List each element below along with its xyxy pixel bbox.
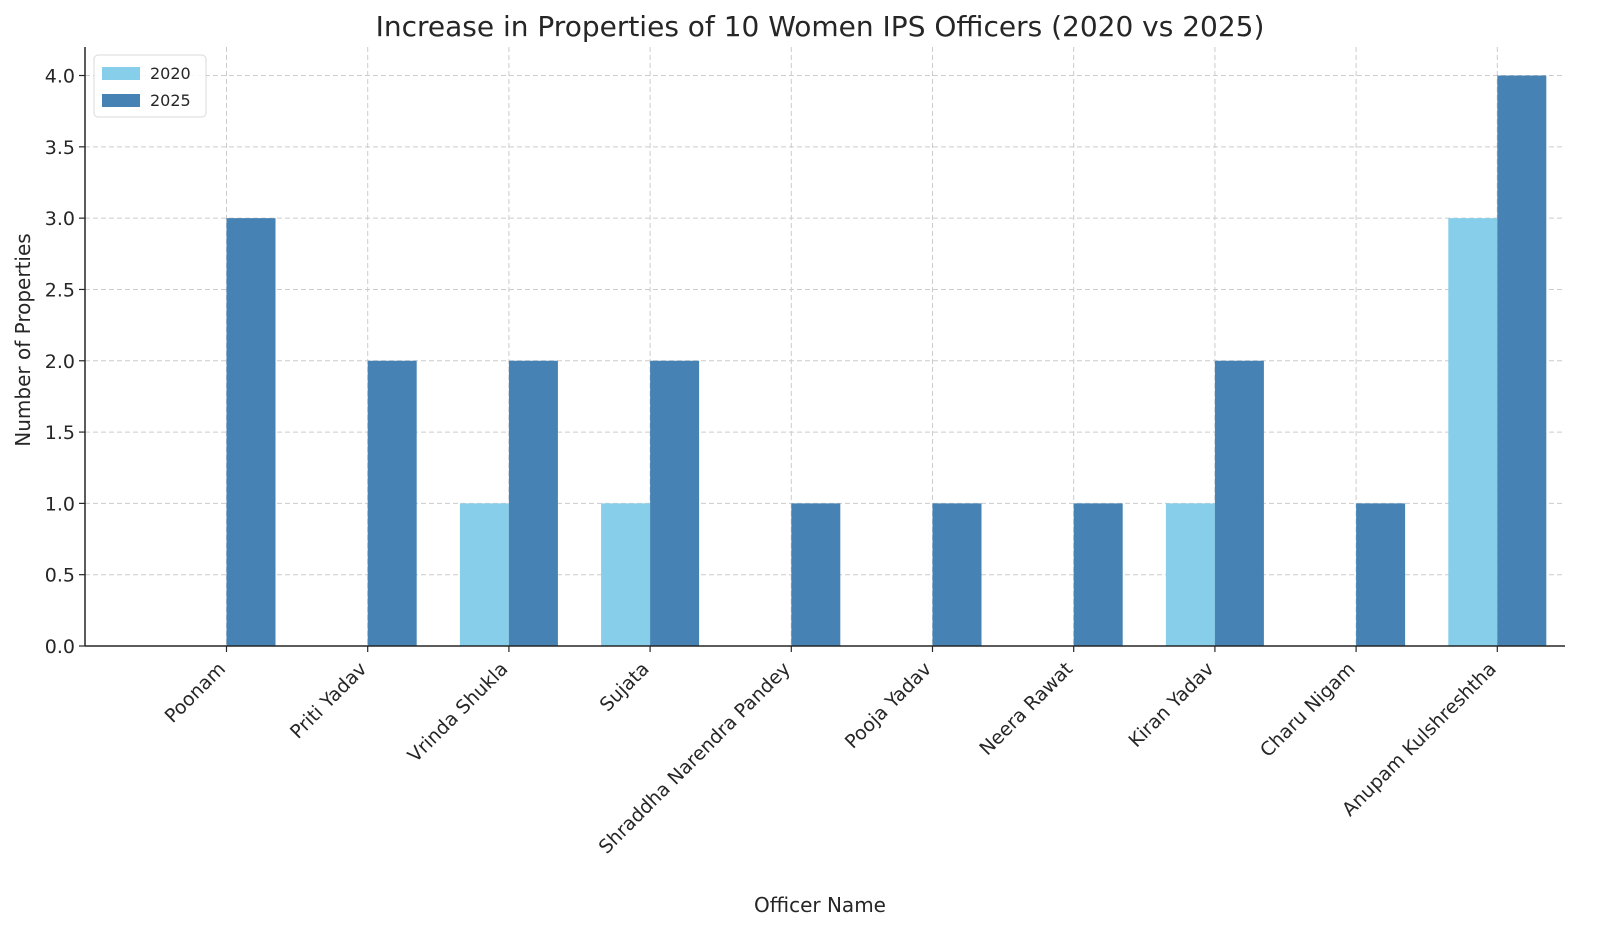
y-tick-labels: 0.0 0.5 1.0 1.5 2.0 2.5 3.0 3.5 4.0 xyxy=(45,66,75,658)
x-axis-label: Officer Name xyxy=(754,893,886,917)
legend-swatch-2025 xyxy=(102,94,140,107)
y-tick-label: 0.5 xyxy=(45,565,75,587)
legend-label-2025: 2025 xyxy=(150,91,191,110)
bar-2025-sujata xyxy=(650,360,700,646)
legend: 2020 2025 xyxy=(93,54,207,118)
bar-2025-vrinda-shukla xyxy=(508,360,558,646)
bar-2020-sujata xyxy=(601,503,651,646)
bar-2025-priti-yadav xyxy=(367,360,417,646)
bar-2020-kiran-yadav xyxy=(1165,503,1215,646)
bar-2025-charu-nigam xyxy=(1356,503,1406,646)
y-tick-label: 1.5 xyxy=(45,422,75,444)
legend-label-2020: 2020 xyxy=(150,64,191,83)
bar-2025-anupam-kulshreshtha xyxy=(1497,75,1547,647)
y-tick-label: 0.0 xyxy=(45,636,75,658)
y-tick-label: 4.0 xyxy=(45,66,75,88)
bar-2025-poonam xyxy=(226,218,276,646)
y-axis-label: Number of Properties xyxy=(11,233,35,446)
y-tick-label: 3.0 xyxy=(45,208,75,230)
y-tick-label: 2.0 xyxy=(45,351,75,373)
axes xyxy=(79,47,1565,652)
y-tick-label: 3.5 xyxy=(45,137,75,159)
bar-2025-pooja-yadav xyxy=(932,503,982,646)
bar-2020-vrinda-shukla xyxy=(459,503,509,646)
legend-swatch-2020 xyxy=(102,67,140,80)
bar-2020-anupam-kulshreshtha xyxy=(1448,218,1498,646)
bars xyxy=(226,75,1547,647)
bar-2025-shraddha-narendra-pandey xyxy=(791,503,841,646)
y-tick-label: 2.5 xyxy=(45,279,75,301)
chart-title: Increase in Properties of 10 Women IPS O… xyxy=(376,10,1265,43)
bar-2025-neera-rawat xyxy=(1073,503,1123,646)
y-tick-label: 1.0 xyxy=(45,493,75,515)
bar-2025-kiran-yadav xyxy=(1214,360,1264,646)
